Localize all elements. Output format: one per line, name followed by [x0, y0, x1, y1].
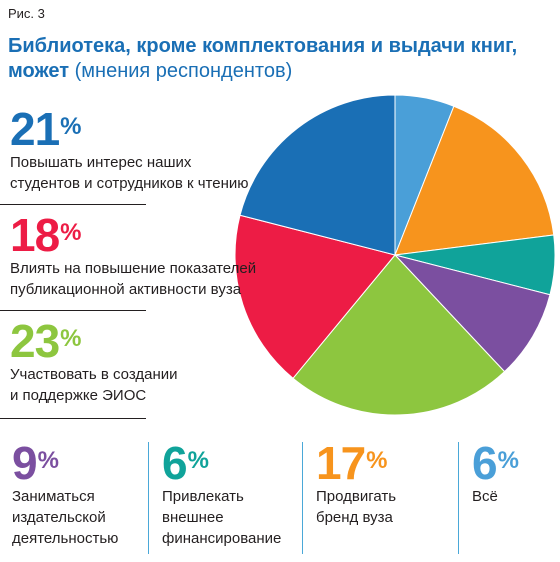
divider: [0, 204, 146, 205]
divider: [302, 442, 303, 554]
stat-publication: 18% Влиять на повышение показателей публ…: [10, 212, 256, 300]
stat-brand-value: 17%: [316, 437, 388, 489]
stat-eios-desc: Участвовать в создании и поддержке ЭИОС: [10, 366, 178, 404]
stat-all: 6% Всё: [472, 437, 519, 507]
stat-publishing-desc: Заниматься издательской деятельностью: [12, 488, 119, 547]
stat-funding-value: 6%: [162, 437, 209, 489]
chart-title: Библиотека, кроме комплектования и выдач…: [8, 34, 528, 84]
stat-all-value: 6%: [472, 437, 519, 489]
stat-funding: 6% Привлекать внешнее финансирование: [162, 440, 281, 549]
stat-reading-desc: Повышать интерес наших студентов и сотру…: [10, 154, 249, 192]
chart-title-sub: (мнения респондентов): [74, 60, 293, 82]
divider: [0, 310, 146, 311]
divider: [148, 442, 149, 554]
stat-brand: 17% Продвигать бренд вуза: [316, 440, 396, 528]
pie-slice-6: [239, 94, 396, 256]
stat-funding-desc: Привлекать внешнее финансирование: [162, 488, 282, 547]
pie-slice-3: [393, 254, 551, 373]
stat-publication-value: 18%: [10, 209, 82, 261]
stat-publishing: 9% Заниматься издательской деятельностью: [12, 440, 118, 549]
stat-eios: 23% Участвовать в создании и поддержке Э…: [10, 318, 178, 406]
figure-label: Рис. 3: [8, 6, 45, 21]
stat-reading: 21% Повышать интерес наших студентов и с…: [10, 106, 249, 194]
pie-slice-4: [292, 254, 506, 416]
stat-publication-desc: Влиять на повышение показателей публикац…: [10, 260, 257, 298]
pie-slice-1: [394, 105, 555, 256]
stat-publishing-value: 9%: [12, 437, 59, 489]
stat-eios-value: 23%: [10, 315, 82, 367]
stat-all-desc: Всё: [472, 488, 498, 505]
stat-brand-desc: Продвигать бренд вуза: [316, 488, 397, 526]
divider: [458, 442, 459, 554]
divider: [0, 418, 146, 419]
stat-reading-value: 21%: [10, 103, 82, 155]
pie-slice-5: [234, 214, 396, 379]
chart-title-main: Библиотека, кроме комплектования и выдач…: [8, 35, 518, 82]
pie-chart: [234, 94, 556, 416]
